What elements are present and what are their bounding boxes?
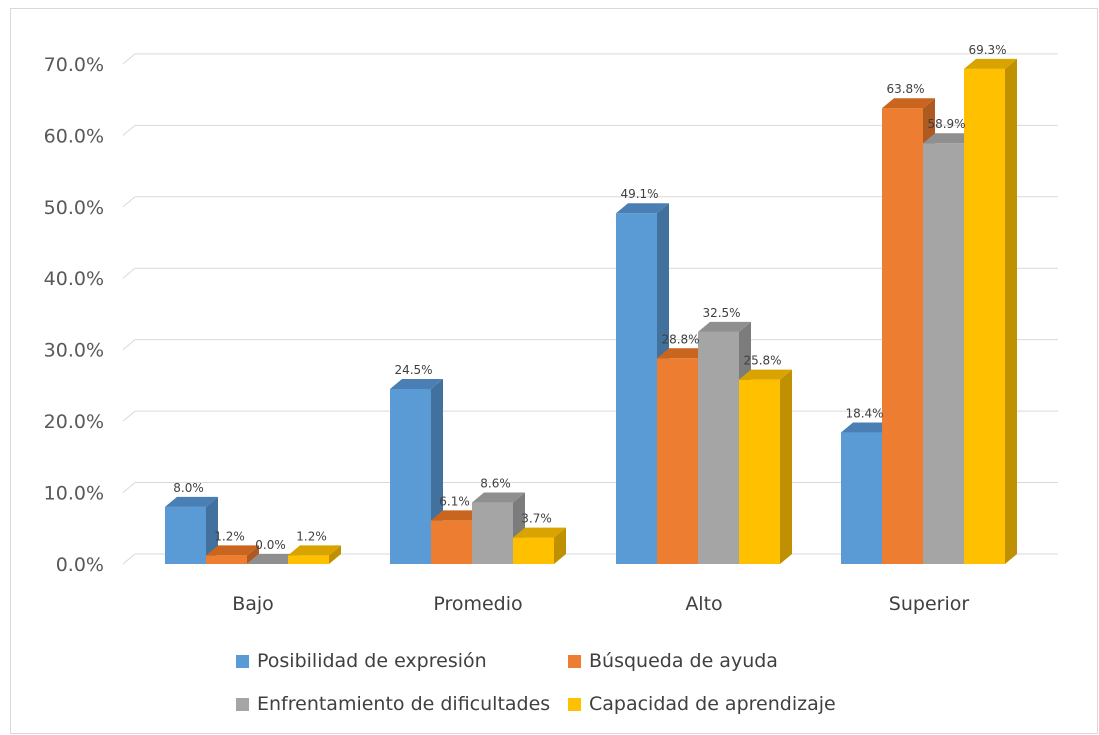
legend: Posibilidad de expresión Búsqueda de ayu… [236,650,876,720]
legend-swatch-gray [236,697,249,711]
data-label: 25.8% [743,354,781,368]
bar-top [472,492,525,503]
legend-item-busqueda: Búsqueda de ayuda [568,650,778,672]
data-label: 58.9% [927,117,965,131]
data-label: 69.3% [968,43,1006,57]
legend-item-capacidad: Capacidad de aprendizaje [568,693,836,715]
data-label: 8.6% [480,477,511,491]
gridline-side [122,53,136,65]
gridline-side [122,196,136,208]
bar-front [657,358,698,564]
bar-top [288,545,341,556]
bar-side [1005,58,1017,564]
data-label: 0.0% [255,538,286,552]
y-tick-label: 10.0% [44,483,104,505]
bar-front [739,379,780,564]
bar-front [288,555,329,564]
legend-label: Búsqueda de ayuda [589,650,778,672]
bar-front [698,331,739,564]
legend-label: Posibilidad de expresión [257,650,487,672]
bar-top [616,203,669,214]
y-tick-label: 40.0% [44,268,104,290]
bar-front [431,520,472,564]
bar-top [841,422,894,433]
data-label: 32.5% [702,306,740,320]
x-tick-label: Bajo [232,593,274,615]
bar-front [206,555,247,564]
legend-item-posibilidad: Posibilidad de expresión [236,650,487,672]
bar-front [513,537,554,564]
legend-swatch-yellow [568,697,581,711]
bar-front [165,506,206,564]
bar-top [882,98,935,109]
bar-front [616,213,657,564]
bar-side [780,369,792,564]
bar-top [964,58,1017,69]
bar-top [165,496,218,507]
bar-top [923,133,976,144]
gridline-side [122,339,136,351]
bars [165,58,1017,565]
y-tick-label: 50.0% [44,197,104,219]
data-label: 18.4% [845,407,883,421]
gridline-side [122,124,136,136]
bar-front [472,502,513,564]
bar-side [247,545,259,564]
bar-side [554,527,566,564]
bar-front [390,388,431,564]
y-tick-label: 0.0% [56,554,104,576]
gridline-side [122,410,136,422]
data-label: 3.7% [521,512,552,526]
x-tick-label: Promedio [433,593,522,615]
data-label: 1.2% [214,529,245,543]
y-tick-label: 70.0% [44,54,104,76]
chart-plot: 0.0%10.0%20.0%30.0%40.0%50.0%60.0%70.0% … [44,43,1058,615]
bar-front [841,432,882,564]
data-label: 24.5% [394,363,432,377]
bar-top [206,545,259,556]
x-axis-ticks: Bajo Promedio Alto Superior [232,593,969,615]
bar-top [739,369,792,380]
y-tick-label: 60.0% [44,125,104,147]
data-label: 63.8% [886,82,924,96]
legend-label: Capacidad de aprendizaje [589,693,836,715]
data-labels: 8.0% 24.5% 49.1% 18.4% 1.2% 6.1% 28.8% 63.8% 0.0… [173,43,1006,552]
data-label: 1.2% [296,529,327,543]
bar-front [923,143,964,565]
bar-top [431,510,484,521]
gridline-side [122,267,136,279]
bar-top [390,378,443,389]
data-label: 49.1% [620,187,658,201]
y-axis-ticks: 0.0% 10.0% 20.0% 30.0% 40.0% 50.0% 60.0% 70.0% [44,54,104,576]
bar-side [329,545,341,564]
legend-swatch-blue [236,654,249,668]
bar-front [964,68,1005,564]
bar-top [698,321,751,332]
legend-label: Enfrentamiento de dificultades [257,693,551,715]
bar-side [206,496,218,564]
gridline-side [122,553,136,565]
legend-swatch-orange [568,654,581,668]
bar-front [882,108,923,564]
x-tick-label: Superior [889,593,970,615]
y-tick-label: 30.0% [44,340,104,362]
legend-item-enfrentamiento: Enfrentamiento de dificultades [236,693,550,715]
bar-top [247,554,300,564]
bar-top [513,527,566,538]
data-label: 8.0% [173,481,204,495]
data-label: 28.8% [661,332,699,346]
data-label: 6.1% [439,494,470,508]
x-tick-label: Alto [685,593,722,615]
bar-top [657,348,710,359]
y-tick-label: 20.0% [44,411,104,433]
gridline-side [122,482,136,493]
